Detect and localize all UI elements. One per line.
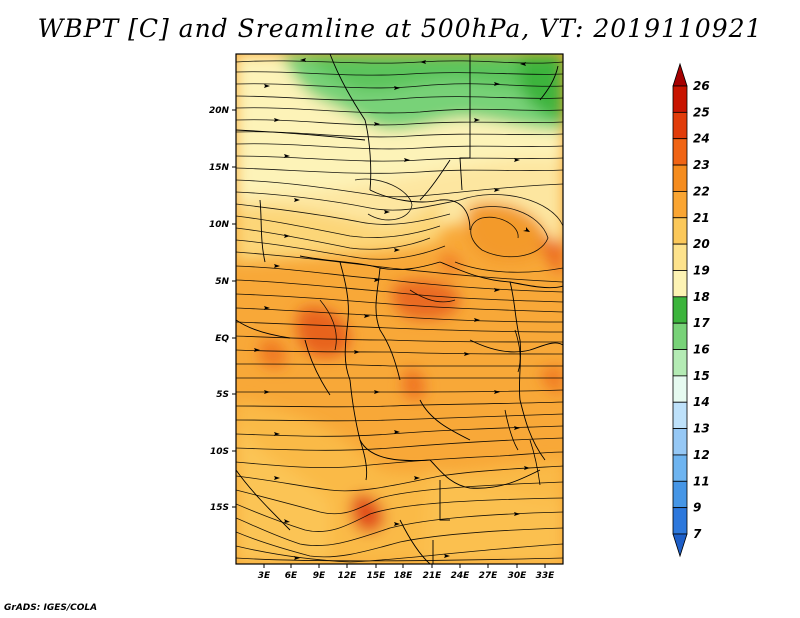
colorbar-swatch xyxy=(672,322,688,350)
colorbar: 26 25 24 23 22 21 20 19 18 17 16 15 14 13 12 11 9 7 xyxy=(672,62,710,558)
colorbar-label: 18 xyxy=(693,290,710,304)
colorbar-label: 23 xyxy=(693,158,710,172)
colorbar-swatch xyxy=(672,296,688,324)
colorbar-label: 9 xyxy=(693,501,701,515)
lon-label: 3E xyxy=(258,571,271,581)
lon-labels: 3E 6E 9E 12E 15E 18E 21E 24E 27E 30E 33E xyxy=(258,571,555,581)
colorbar-swatch xyxy=(672,217,688,245)
colorbar-label: 16 xyxy=(693,343,710,357)
colorbar-swatch xyxy=(672,164,688,192)
colorbar-label: 14 xyxy=(693,395,710,409)
lon-label: 27E xyxy=(479,571,499,581)
colorbar-label: 25 xyxy=(693,105,710,119)
lat-label: 15S xyxy=(210,503,229,513)
colorbar-label: 19 xyxy=(693,263,710,277)
lat-label: 5S xyxy=(216,390,229,400)
colorbar-swatch xyxy=(672,480,688,509)
map-title: WBPT [C] and Sreamline at 500hPa, VT: 20… xyxy=(37,14,763,43)
colorbar-label: 11 xyxy=(693,474,710,488)
country-borders xyxy=(236,54,563,564)
lon-label: 33E xyxy=(536,571,556,581)
colorbar-swatch xyxy=(672,270,688,298)
colorbar-label: 13 xyxy=(693,422,710,436)
lon-label: 9E xyxy=(313,571,326,581)
colorbar-swatch xyxy=(672,138,688,166)
lat-label: 15N xyxy=(209,163,230,173)
lat-label: 5N xyxy=(215,277,229,287)
grads-credit: GrADS: IGES/COLA xyxy=(4,603,98,613)
lon-label: 30E xyxy=(508,571,528,581)
lon-label: 6E xyxy=(285,571,298,581)
colorbar-label: 12 xyxy=(693,448,710,462)
lon-label: 15E xyxy=(367,571,387,581)
colorbar-swatch xyxy=(672,401,688,429)
colorbar-label: 17 xyxy=(693,316,710,330)
streamline-arrows xyxy=(254,58,530,560)
lon-label: 24E xyxy=(451,571,471,581)
lat-label: 10N xyxy=(209,220,230,230)
colorbar-swatch xyxy=(672,507,688,535)
colorbar-label: 15 xyxy=(693,369,710,383)
lon-label: 21E xyxy=(423,571,443,581)
colorbar-cap-top xyxy=(672,62,688,87)
colorbar-label: 22 xyxy=(693,184,710,198)
colorbar-swatch xyxy=(672,191,688,219)
colorbar-swatch xyxy=(672,85,688,113)
colorbar-swatch xyxy=(672,111,688,140)
colorbar-cap-bottom xyxy=(672,533,688,558)
lon-label: 12E xyxy=(338,571,358,581)
colorbar-swatch xyxy=(672,349,688,377)
colorbar-swatch xyxy=(672,375,688,403)
lat-ticks xyxy=(232,109,236,508)
lat-label: 20N xyxy=(209,106,230,116)
colorbar-swatch xyxy=(672,454,688,482)
colorbar-swatch xyxy=(672,243,688,271)
lat-label: 10S xyxy=(210,447,229,457)
lat-labels: 20N 15N 10N 5N EQ 5S 10S 15S xyxy=(209,106,230,513)
colorbar-label: 20 xyxy=(693,237,710,251)
colorbar-label: 26 xyxy=(693,79,710,93)
colorbar-label: 24 xyxy=(693,132,710,146)
colorbar-label: 21 xyxy=(693,211,710,225)
lat-label: EQ xyxy=(215,334,229,344)
map-frame xyxy=(235,53,564,565)
wbpt-field xyxy=(236,54,563,564)
colorbar-swatch xyxy=(672,428,688,456)
colorbar-label: 7 xyxy=(693,527,702,541)
lon-label: 18E xyxy=(394,571,414,581)
lon-ticks xyxy=(263,564,546,568)
